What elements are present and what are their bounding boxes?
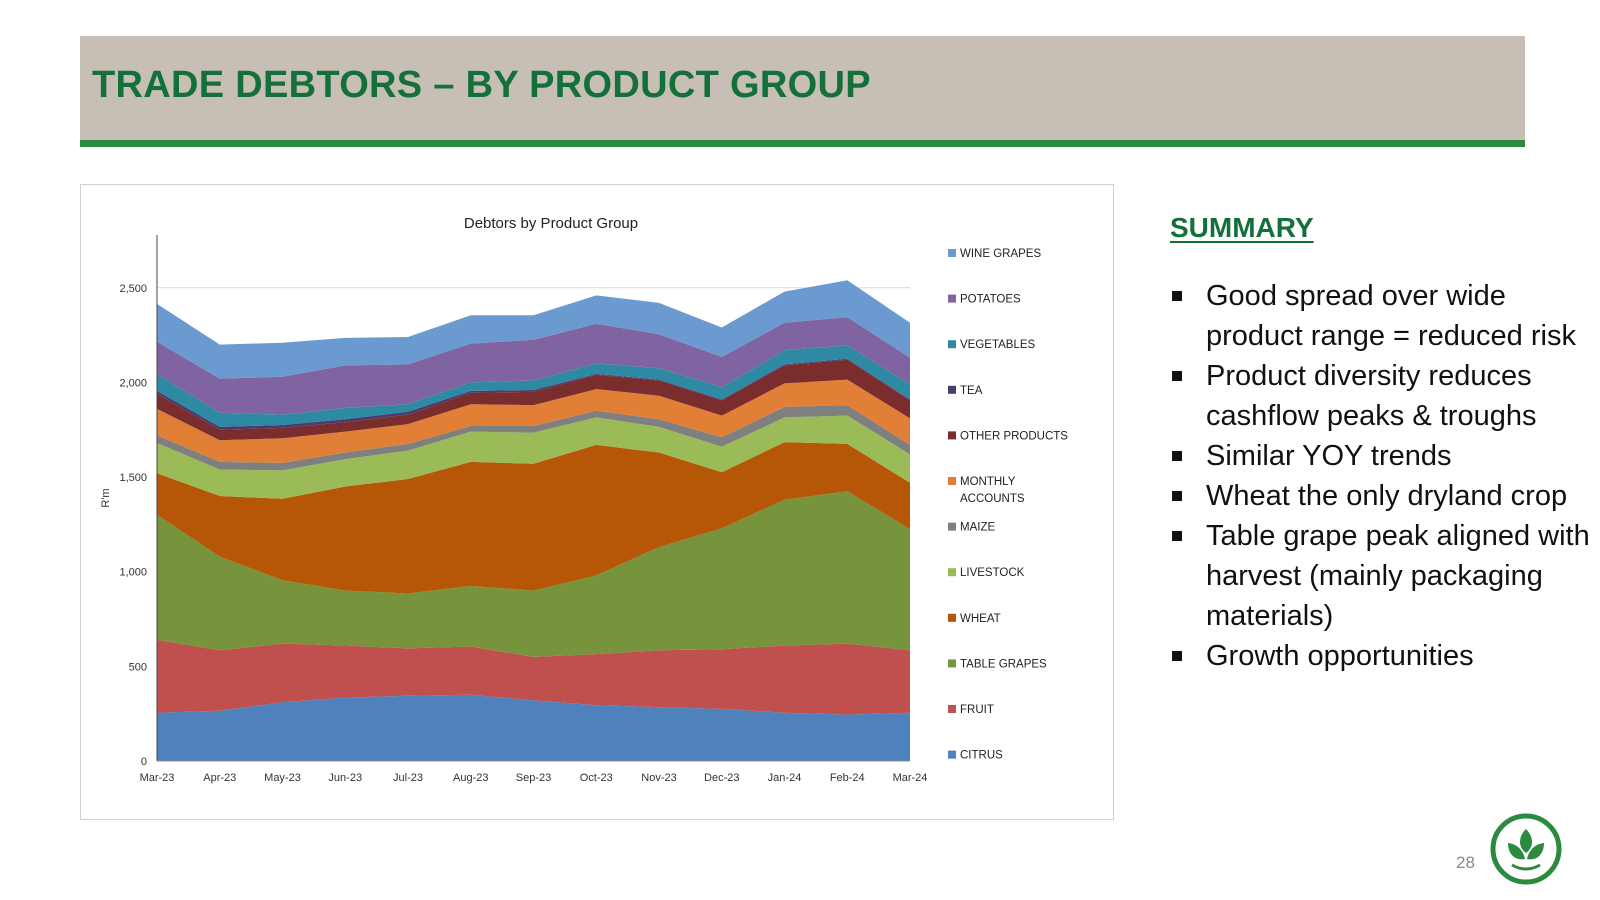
legend-label: MONTHLY ACCOUNTS [960,476,1025,505]
y-axis-label: R'm [100,488,112,507]
legend-label: MAIZE [960,522,995,534]
legend-label: CITRUS [960,750,1003,762]
legend-swatch [948,705,956,713]
y-tick-label: 2,000 [119,377,147,389]
x-tick-label: Mar-23 [140,772,175,784]
x-tick-label: Feb-24 [830,772,865,784]
x-tick-label: Jun-23 [328,772,362,784]
y-tick-label: 500 [129,661,147,673]
legend-swatch [948,294,956,303]
summary-bullet-text: Product diversity reduces cashflow peaks… [1206,360,1537,432]
legend-swatch [948,750,956,759]
summary-bullet: Good spread over wide product range = re… [1170,276,1590,356]
area-series-monthly-accounts [157,379,910,463]
company-logo-icon [1490,813,1562,885]
legend-label: LIVESTOCK [960,567,1025,579]
summary-bullet-text: Good spread over wide product range = re… [1206,280,1576,352]
chart-title: Debtors by Product Group [464,215,638,232]
x-tick-label: Aug-23 [453,772,488,784]
area-series-vegetables [157,345,910,427]
area-series-livestock [157,415,910,499]
summary-bullet: Product diversity reduces cashflow peaks… [1170,356,1590,436]
bullet-square-icon [1172,371,1182,381]
summary-heading: SUMMARY [1170,212,1314,243]
summary-bullet-text: Table grape peak aligned with harvest (m… [1206,520,1590,632]
summary-bullet-text: Growth opportunities [1206,640,1474,672]
area-series-other-products [157,359,910,441]
legend-swatch [948,613,956,622]
area-series-wheat [157,442,910,594]
legend-label: WINE GRAPES [960,248,1041,260]
legend-label: TABLE GRAPES [960,658,1047,670]
legend-label: FRUIT [960,704,994,716]
bullet-square-icon [1172,651,1182,661]
area-series-wine-grapes [157,280,910,379]
bullet-square-icon [1172,291,1182,301]
x-tick-label: Jul-23 [393,772,423,784]
legend-swatch [948,659,956,668]
slide-title: TRADE DEBTORS – BY PRODUCT GROUP [92,64,871,106]
y-tick-label: 1,500 [119,472,147,484]
legend-swatch [948,568,956,577]
chart-frame: Debtors by Product Group R'm 0 500 1,000 1,… [80,184,1114,820]
bullet-square-icon [1172,491,1182,501]
legend-swatch [948,385,956,394]
area-series-maize [157,405,910,471]
legend-label: POTATOES [960,294,1021,306]
area-series-potatoes [157,317,910,415]
legend-label: VEGETABLES [960,339,1036,351]
legend-label: TEA [960,385,983,397]
legend-swatch [948,522,956,531]
y-tick-label: 1,000 [119,567,147,579]
x-tick-label: Apr-23 [203,772,236,784]
summary-bullet: Table grape peak aligned with harvest (m… [1170,516,1590,636]
x-tick-label: Sep-23 [516,772,551,784]
legend-swatch [948,249,956,257]
y-tick-label: 0 [141,756,147,768]
summary-bullet-list: Good spread over wide product range = re… [1170,276,1590,676]
legend-swatch [948,431,956,440]
bullet-square-icon [1172,451,1182,461]
legend-swatch [948,477,956,485]
area-series-group [157,280,910,761]
axes: 0 500 1,000 1,500 2,000 2,500 Mar-23 Apr-23 May-… [119,235,927,784]
x-tick-label: May-23 [264,772,301,784]
header-band [80,36,1525,140]
x-tick-label: Jan-24 [768,772,802,784]
debtors-area-chart: Debtors by Product Group R'm 0 500 1,000 1,… [100,215,1068,784]
area-series-citrus [157,694,910,761]
area-series-table-grapes [157,491,910,657]
legend-label: OTHER PRODUCTS [960,430,1068,442]
y-tick-label: 2,500 [119,283,147,295]
bullet-square-icon [1172,531,1182,541]
legend: WINE GRAPES POTATOES VEGETABLES TEA OTHER PR… [948,248,1068,762]
x-tick-label: Dec-23 [704,772,739,784]
summary-bullet-text: Similar YOY trends [1206,440,1452,472]
summary-bullet-text: Wheat the only dryland crop [1206,480,1568,512]
legend-swatch [948,340,956,349]
page-number: 28 [1456,853,1475,872]
summary-bullet: Wheat the only dryland crop [1170,476,1590,516]
x-tick-label: Nov-23 [641,772,676,784]
header-rule [80,140,1525,147]
x-tick-label: Oct-23 [580,772,613,784]
summary-bullet: Growth opportunities [1170,636,1590,676]
area-series-fruit [157,639,910,715]
legend-label: WHEAT [960,613,1001,625]
summary-bullet: Similar YOY trends [1170,436,1590,476]
x-tick-label: Mar-24 [893,772,928,784]
